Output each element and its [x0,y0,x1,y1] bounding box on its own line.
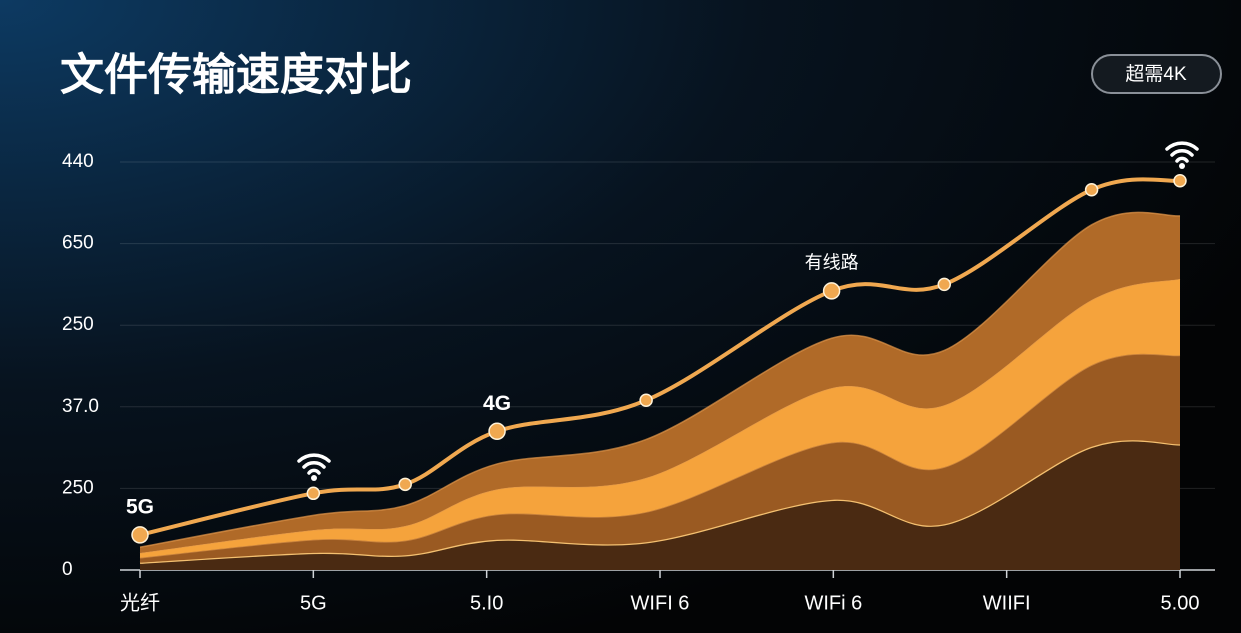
line-point [822,282,841,300]
x-tick-label: 5G [300,592,327,614]
x-tick-label: WIFI 6 [631,592,690,614]
badge [1091,54,1222,94]
line-point [1084,182,1099,197]
y-tick-label: 250 [62,314,94,335]
data-label: 5G [126,495,154,518]
line-point [306,486,321,501]
y-tick-label: 440 [62,151,94,172]
badge-text: 超需4K [1125,63,1187,85]
y-tick-label: 37.0 [62,396,99,417]
line-point [488,422,506,441]
y-tick-label: 650 [62,233,94,254]
data-label: 4G [483,392,511,415]
wifi-icon [297,141,1199,475]
chart-title: 文件传输速度对比 [60,51,412,100]
wifi-dot [1179,163,1185,169]
y-tick-label: 0 [62,559,73,580]
line-point [639,393,653,408]
area-layer [140,212,1180,553]
area-layer [140,440,1180,570]
y-tick-label: 250 [62,477,94,498]
x-tick-label: WIFi 6 [804,592,862,614]
area-layer [140,278,1180,558]
line-point [131,526,149,544]
area-edge [139,211,1181,548]
line-point [398,477,412,492]
line-point [1173,174,1187,188]
data-label: 有线路 [805,253,859,273]
x-tick-label: WIIFI [983,592,1031,614]
x-tick-label: 5.I0 [470,592,503,614]
area-layer [140,353,1180,563]
x-tick-label: 5.00 [1161,592,1200,614]
x-tick-label: 光纤 [120,591,160,614]
line-point [937,277,952,292]
wifi-dot [311,475,317,481]
